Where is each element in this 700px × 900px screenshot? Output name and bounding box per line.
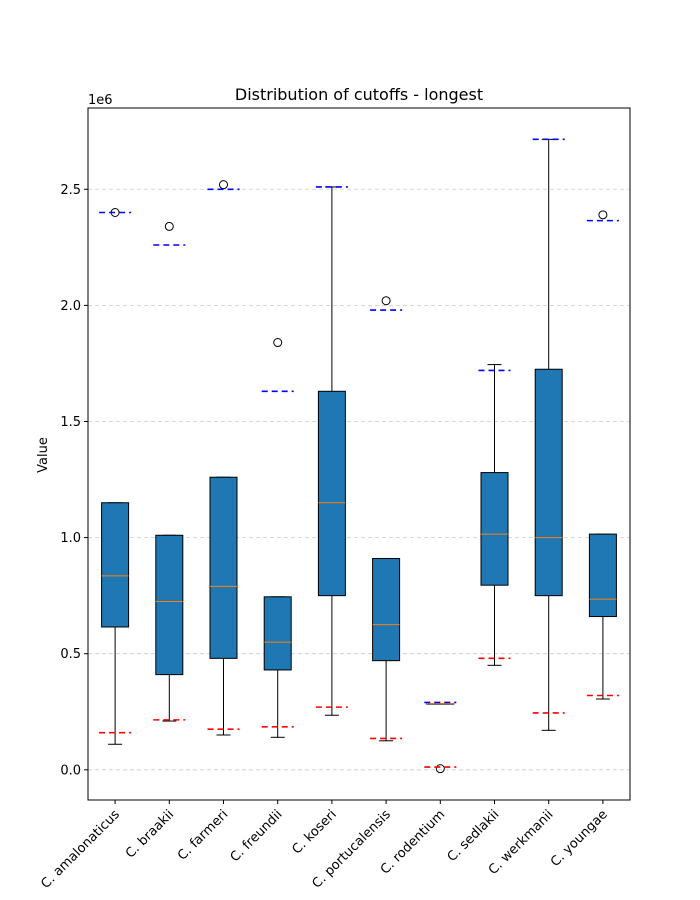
outlier-point — [219, 180, 228, 190]
y-axis-offset-label: 1e6 — [88, 93, 113, 108]
x-tick-label: C. farmeri — [175, 807, 231, 863]
chart-title: Distribution of cutoffs - longest — [235, 85, 483, 104]
box-group — [480, 364, 509, 666]
box-iqr — [101, 502, 130, 628]
y-tick-label: 2.5 — [60, 183, 81, 198]
box-iqr — [317, 390, 346, 597]
y-tick-label: 1.5 — [60, 415, 81, 430]
box-group — [155, 221, 184, 722]
outlier-point — [381, 296, 391, 306]
box-group — [209, 180, 238, 736]
box-group — [372, 296, 401, 742]
box-group — [534, 138, 563, 731]
outlier-point — [273, 338, 283, 348]
x-tick-label: C. youngae — [548, 807, 611, 870]
outlier-point — [435, 764, 445, 774]
box-iqr — [588, 533, 617, 618]
box-iqr — [155, 534, 184, 676]
box-group — [101, 207, 130, 745]
y-axis-label: Value — [36, 437, 51, 473]
y-tick-label: 0.0 — [60, 763, 81, 778]
box-iqr — [372, 557, 401, 662]
box-group — [317, 186, 346, 716]
x-tick-label: C. amalonaticus — [38, 807, 123, 892]
boxes-layer — [101, 138, 617, 774]
box-iqr — [209, 476, 238, 659]
x-tick-label: C. koseri — [289, 807, 339, 857]
reference-lines-layer — [99, 138, 619, 768]
box-iqr — [480, 472, 509, 586]
box-group — [588, 210, 617, 700]
outlier-point — [598, 210, 608, 220]
box-iqr — [263, 596, 292, 671]
outlier-point — [164, 221, 174, 231]
box-group — [426, 703, 455, 774]
y-tick-label: 0.5 — [60, 647, 81, 662]
x-tick-label: C. freundii — [228, 807, 286, 865]
y-tick-label: 2.0 — [60, 299, 81, 314]
y-tick-label: 1.0 — [60, 531, 81, 546]
plot-area-frame — [87, 107, 631, 801]
box-iqr — [534, 368, 563, 597]
x-tick-label: C. braakii — [123, 807, 177, 861]
box-group — [263, 338, 292, 738]
x-tick-label: C. sedlakii — [445, 807, 503, 865]
